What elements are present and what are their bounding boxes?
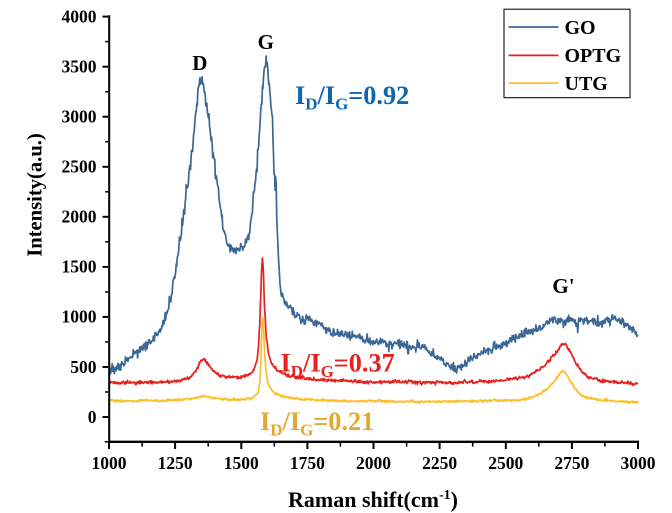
svg-text:ID/IG=0.92: ID/IG=0.92 [295, 81, 409, 114]
svg-text:2250: 2250 [422, 453, 457, 473]
svg-text:3000: 3000 [62, 107, 97, 127]
svg-text:2000: 2000 [62, 207, 97, 227]
svg-text:2500: 2500 [488, 453, 523, 473]
svg-text:1750: 1750 [290, 453, 325, 473]
svg-text:Raman shift(cm-1): Raman shift(cm-1) [288, 487, 458, 512]
svg-text:3500: 3500 [62, 57, 97, 77]
svg-text:4000: 4000 [62, 6, 97, 26]
svg-text:1000: 1000 [62, 307, 97, 327]
svg-text:ID/IG=0.37: ID/IG=0.37 [281, 349, 395, 382]
svg-text:OPTG: OPTG [565, 45, 622, 67]
svg-text:1250: 1250 [158, 453, 193, 473]
svg-text:1500: 1500 [224, 453, 259, 473]
svg-text:D: D [192, 51, 207, 75]
svg-text:0: 0 [88, 407, 97, 427]
svg-text:500: 500 [70, 357, 97, 377]
svg-text:Intensity(a.u.): Intensity(a.u.) [25, 133, 47, 257]
svg-text:2500: 2500 [62, 157, 97, 177]
svg-text:GO: GO [565, 17, 596, 39]
svg-text:G: G [258, 30, 274, 54]
svg-text:2750: 2750 [554, 453, 589, 473]
svg-text:3000: 3000 [621, 453, 656, 473]
svg-text:ID/IG=0.21: ID/IG=0.21 [260, 407, 374, 440]
svg-text:G': G' [552, 274, 574, 298]
svg-text:UTG: UTG [565, 73, 609, 95]
svg-text:1500: 1500 [62, 257, 97, 277]
svg-text:1000: 1000 [92, 453, 127, 473]
svg-text:2000: 2000 [356, 453, 391, 473]
